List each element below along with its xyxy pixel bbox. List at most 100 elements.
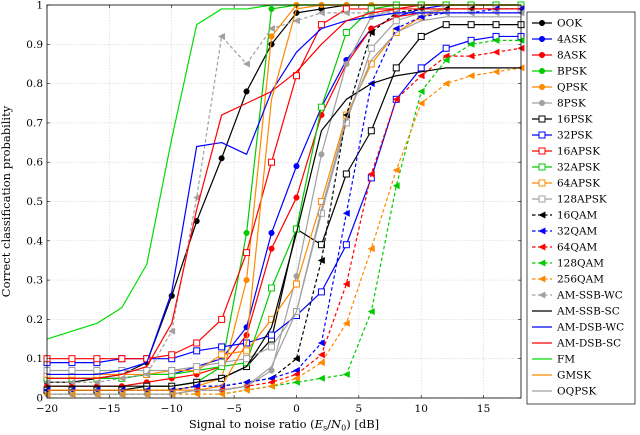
- data-point-16psk: [417, 32, 425, 40]
- legend-entry-qpsk: QPSK: [532, 82, 588, 94]
- series-am-ssb-sc: [47, 67, 521, 387]
- data-point-ook: [243, 88, 250, 95]
- data-point-64qam: [392, 95, 400, 103]
- data-point-16apsk: [168, 351, 176, 359]
- y-tick-label: 0: [36, 393, 43, 405]
- data-point-bpsk: [268, 5, 275, 12]
- legend-marker: [538, 131, 546, 139]
- series-am-dsb-sc: [47, 8, 521, 379]
- data-point-am-ssb-wc: [342, 9, 350, 17]
- axis-ticks: −20 −15 −10 −5 0 5 10 15 0 0.1 0.2 0.3 0.4 0.5 0.6 0.7 0…: [26, 0, 521, 415]
- data-point-8ask: [293, 194, 300, 201]
- data-point-256qam: [342, 319, 350, 327]
- data-point-4ask: [293, 163, 300, 170]
- legend-label: GMSK: [557, 370, 591, 382]
- legend-entry-fm: FM: [532, 354, 575, 366]
- legend-entry-128qam: 128QAM: [532, 258, 604, 270]
- legend-entry-16apsk: 16APSK: [532, 146, 600, 158]
- legend-label: 64APSK: [557, 178, 600, 190]
- data-point-64apsk: [243, 347, 251, 355]
- legend-box: [526, 11, 636, 405]
- data-point-32psk: [268, 331, 276, 339]
- data-point-16apsk: [118, 355, 126, 363]
- data-point-256qam: [242, 386, 250, 394]
- legend-marker: [538, 211, 546, 219]
- legend-entry-64qam: 64QAM: [532, 242, 598, 254]
- y-tick-label: 0.6: [26, 157, 43, 169]
- data-point-128apsk: [243, 355, 251, 363]
- legend-label: AM-SSB-WC: [556, 290, 623, 302]
- data-point-16psk: [367, 127, 375, 135]
- legend-entry-am-dsb-wc: AM-DSB-WC: [532, 322, 624, 334]
- x-tick-label: 10: [415, 403, 428, 415]
- data-point-128apsk: [93, 366, 101, 374]
- legend-label: 64QAM: [557, 242, 598, 254]
- data-point-128qam: [417, 87, 425, 95]
- data-point-16qam: [367, 28, 375, 37]
- legend-label: OOK: [557, 18, 582, 30]
- data-point-128apsk: [68, 366, 76, 374]
- legend-marker: [538, 259, 546, 267]
- data-point-64qam: [417, 72, 425, 80]
- data-point-128apsk: [218, 359, 226, 367]
- data-point-64qam: [367, 170, 375, 178]
- legend-marker: [538, 147, 546, 155]
- legend-label: 8PSK: [557, 98, 586, 110]
- legend-entry-4ask: 4ASK: [532, 34, 586, 46]
- data-point-32psk: [193, 347, 201, 355]
- data-point-64qam: [492, 48, 500, 56]
- legend-label: AM-DSB-WC: [556, 322, 624, 334]
- data-point-128apsk: [168, 366, 176, 374]
- y-tick-label: 0.3: [26, 275, 43, 287]
- data-point-am-ssb-wc: [217, 32, 226, 40]
- series-line-am-ssb-sc: [47, 67, 521, 387]
- x-tick-label: 15: [477, 403, 490, 415]
- x-tick-label: −5: [226, 403, 241, 415]
- legend-marker: [538, 35, 546, 43]
- series-am-dsb-wc: [47, 12, 521, 376]
- legend-entry-8ask: 8ASK: [532, 50, 586, 62]
- data-point-qpsk: [268, 33, 275, 40]
- y-tick-label: 1: [36, 0, 43, 12]
- legend-entry-32apsk: 32APSK: [532, 162, 600, 174]
- grid: [46, 4, 521, 399]
- data-point-32apsk: [268, 284, 276, 292]
- data-point-16apsk: [243, 249, 251, 257]
- data-point-qpsk: [243, 277, 250, 284]
- legend-marker: [538, 99, 546, 107]
- data-point-128apsk: [193, 363, 201, 371]
- data-point-256qam: [492, 68, 500, 76]
- data-point-256qam: [467, 72, 475, 80]
- data-point-ook: [218, 155, 225, 162]
- data-point-16qam: [317, 256, 325, 264]
- legend-label: BPSK: [557, 66, 587, 78]
- legend-entry-32psk: 32PSK: [532, 130, 593, 142]
- data-point-32psk: [218, 343, 226, 351]
- data-point-16psk: [342, 170, 350, 178]
- legend-label: 32QAM: [557, 226, 598, 238]
- y-tick-label: 0.7: [26, 117, 43, 129]
- legend-entry-am-dsb-sc: AM-DSB-SC: [532, 338, 621, 350]
- legend: OOK 4ASK 8ASK BPSK QPSK 8PSK 16PSK 32PSK 16APSK 3…: [526, 11, 636, 405]
- legend-marker: [538, 51, 546, 59]
- data-point-32psk: [417, 64, 425, 72]
- data-point-8ask: [243, 332, 250, 339]
- data-point-16apsk: [93, 355, 101, 363]
- data-point-16apsk: [218, 315, 226, 323]
- legend-label: AM-DSB-SC: [556, 338, 621, 350]
- data-point-256qam: [292, 374, 300, 382]
- data-point-am-ssb-wc: [68, 378, 76, 386]
- series-oqpsk: [47, 16, 521, 395]
- data-point-am-ssb-wc: [242, 60, 250, 68]
- data-point-128qam: [317, 374, 325, 382]
- data-point-128qam: [467, 40, 475, 48]
- legend-label: 16PSK: [557, 114, 593, 126]
- legend-marker: [538, 83, 546, 91]
- legend-marker: [538, 67, 546, 75]
- data-point-32qam: [342, 209, 350, 217]
- data-point-32qam: [317, 339, 325, 347]
- data-point-am-ssb-wc: [168, 327, 176, 335]
- data-point-64apsk: [218, 351, 226, 359]
- data-point-256qam: [217, 390, 226, 398]
